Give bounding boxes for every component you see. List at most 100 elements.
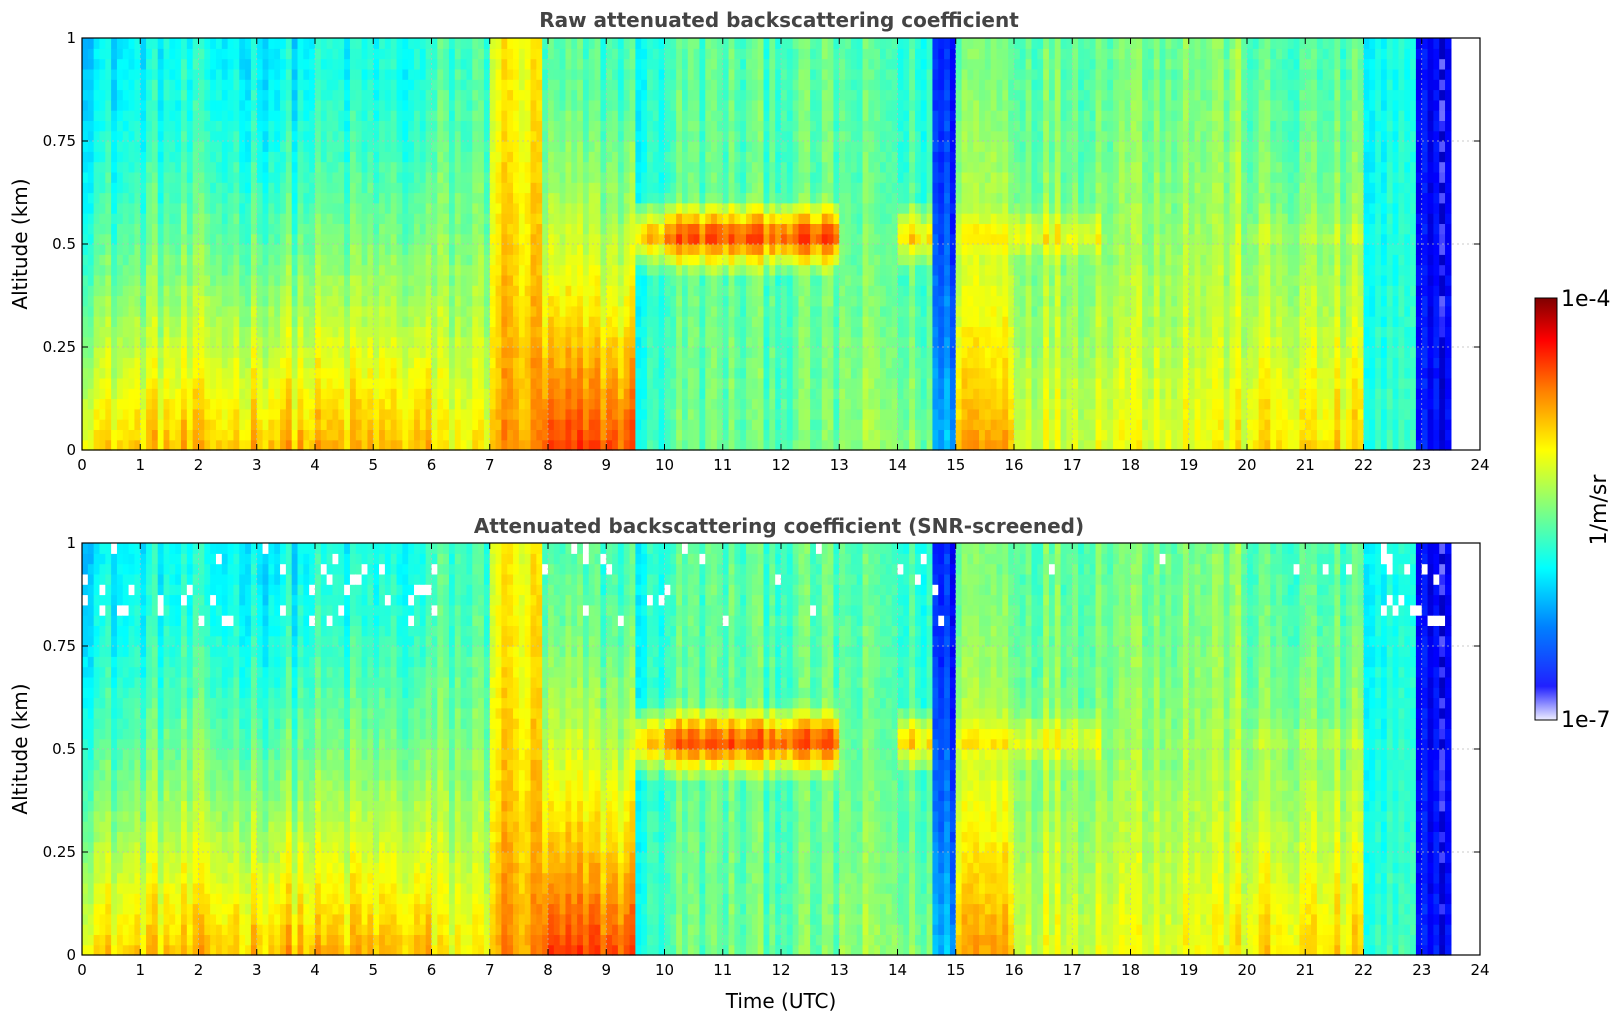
heatmap-cell <box>140 38 146 49</box>
heatmap-cell <box>309 141 315 152</box>
heatmap-cell <box>315 357 321 368</box>
heatmap-cell <box>356 419 362 430</box>
heatmap-cell <box>286 90 292 101</box>
heatmap-cell <box>257 172 263 183</box>
heatmap-cell <box>437 244 443 255</box>
heatmap-cell <box>531 223 537 234</box>
heatmap-cell <box>600 409 606 420</box>
heatmap-cell <box>659 347 665 358</box>
heatmap-cell <box>665 244 671 255</box>
heatmap-cell <box>449 265 455 276</box>
heatmap-cell <box>158 337 164 348</box>
heatmap-cell <box>519 296 525 307</box>
heatmap-cell <box>362 306 368 317</box>
heatmap-cell <box>647 213 653 224</box>
heatmap-cell <box>140 79 146 90</box>
heatmap-cell <box>280 213 286 224</box>
heatmap-cell <box>769 347 775 358</box>
heatmap-cell <box>257 90 263 101</box>
heatmap-cell <box>158 79 164 90</box>
heatmap-cell <box>402 90 408 101</box>
heatmap-cell <box>560 337 566 348</box>
heatmap-cell <box>711 285 717 296</box>
heatmap-cell <box>560 399 566 410</box>
heatmap-cell <box>624 203 630 214</box>
heatmap-cell <box>356 162 362 173</box>
heatmap-cell <box>501 368 507 379</box>
heatmap-cell <box>321 203 327 214</box>
heatmap-cell <box>665 440 671 451</box>
heatmap-cell <box>734 399 740 410</box>
heatmap-cell <box>734 275 740 286</box>
heatmap-cell <box>659 419 665 430</box>
heatmap-cell <box>373 440 379 451</box>
heatmap-cell <box>408 79 414 90</box>
heatmap-cell <box>175 203 181 214</box>
heatmap-cell <box>82 244 88 255</box>
heatmap-cell <box>682 141 688 152</box>
heatmap-cell <box>583 419 589 430</box>
heatmap-cell <box>665 316 671 327</box>
heatmap-cell <box>688 172 694 183</box>
heatmap-cell <box>711 357 717 368</box>
heatmap-cell <box>571 316 577 327</box>
heatmap-cell <box>292 38 298 49</box>
heatmap-cell <box>466 409 472 420</box>
heatmap-cell <box>548 182 554 193</box>
heatmap-cell <box>105 69 111 80</box>
heatmap-cell <box>676 409 682 420</box>
heatmap-cell <box>373 429 379 440</box>
heatmap-cell <box>251 141 257 152</box>
heatmap-cell <box>723 48 729 59</box>
heatmap-cell <box>397 429 403 440</box>
heatmap-cell <box>472 59 478 70</box>
heatmap-cell <box>193 48 199 59</box>
heatmap-cell <box>723 440 729 451</box>
heatmap-cell <box>525 151 531 162</box>
heatmap-cell <box>199 90 205 101</box>
heatmap-cell <box>699 59 705 70</box>
heatmap-cell <box>327 244 333 255</box>
heatmap-cell <box>635 110 641 121</box>
heatmap-cell <box>571 213 577 224</box>
chart-title-raw: Raw attenuated backscattering coefficien… <box>539 8 1019 32</box>
heatmap-cell <box>397 90 403 101</box>
heatmap-cell <box>496 306 502 317</box>
heatmap-cell <box>461 347 467 358</box>
heatmap-cell <box>397 151 403 162</box>
heatmap-cell <box>455 306 461 317</box>
heatmap-cell <box>233 388 239 399</box>
heatmap-cell <box>740 110 746 121</box>
heatmap-cell <box>484 110 490 121</box>
heatmap-cell <box>449 440 455 451</box>
heatmap-cell <box>740 244 746 255</box>
heatmap-cell <box>624 172 630 183</box>
heatmap-cell <box>239 326 245 337</box>
heatmap-cell <box>595 244 601 255</box>
heatmap-cell <box>321 296 327 307</box>
heatmap-cell <box>519 409 525 420</box>
heatmap-cell <box>466 234 472 245</box>
heatmap-cell <box>164 306 170 317</box>
heatmap-cell <box>146 357 152 368</box>
heatmap-cell <box>268 368 274 379</box>
heatmap-cell <box>146 182 152 193</box>
heatmap-cell <box>758 223 764 234</box>
heatmap-cell <box>665 285 671 296</box>
heatmap-cell <box>676 213 682 224</box>
heatmap-cell <box>146 244 152 255</box>
heatmap-cell <box>245 48 251 59</box>
heatmap-cell <box>531 213 537 224</box>
heatmap-cell <box>583 151 589 162</box>
heatmap-cell <box>717 59 723 70</box>
heatmap-cell <box>402 368 408 379</box>
heatmap-cell <box>105 419 111 430</box>
heatmap-cell <box>501 38 507 49</box>
heatmap-cell <box>327 326 333 337</box>
heatmap-cell <box>222 79 228 90</box>
heatmap-cell <box>472 285 478 296</box>
heatmap-cell <box>140 223 146 234</box>
heatmap-cell <box>327 182 333 193</box>
heatmap-cell <box>437 131 443 142</box>
heatmap-cell <box>618 440 624 451</box>
